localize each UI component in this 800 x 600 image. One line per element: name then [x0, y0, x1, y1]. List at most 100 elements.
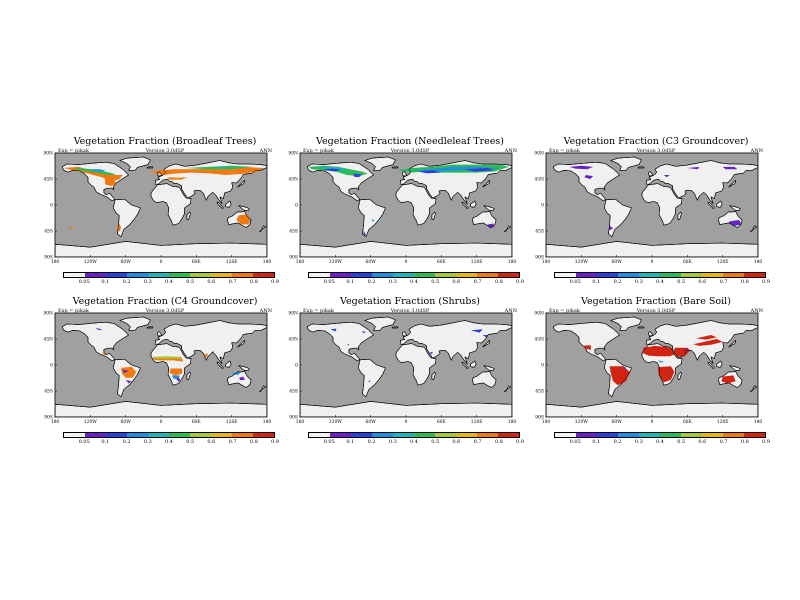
- colorbar-label: 0.7: [473, 439, 482, 445]
- colorbar-swatch: [555, 433, 576, 437]
- lat-tick-label: 90N: [288, 151, 298, 157]
- vegetation-patch: [361, 331, 366, 334]
- colorbar-swatch: [498, 433, 519, 437]
- vegetation-patch: [149, 166, 265, 175]
- lon-tick-label: 60W: [611, 259, 622, 265]
- lon-tick-label: 120W: [329, 259, 343, 265]
- coastline: [677, 371, 682, 380]
- colorbar-swatch: [372, 433, 393, 437]
- panel-title: Vegetation Fraction (C4 Groundcover): [72, 296, 258, 307]
- vegetation-patch: [721, 375, 736, 384]
- colorbar: 0.05 0.1 0.2 0.3 0.4 0.5 0.6 0.7 0.8 0.9: [308, 432, 524, 448]
- lon-tick-label: 60E: [683, 259, 692, 265]
- colorbar-label: 0.1: [101, 279, 110, 285]
- colorbar-label: 0.4: [656, 279, 664, 285]
- colorbar-label: 0.7: [228, 439, 237, 445]
- lon-tick-label: 120E: [226, 259, 238, 265]
- lon-tick-label: 120E: [717, 419, 729, 425]
- lat-tick-label: 90S: [289, 255, 298, 261]
- colorbar-label: 0.9: [516, 279, 524, 285]
- coastline: [150, 343, 192, 386]
- colorbar-swatch: [435, 433, 456, 437]
- vegetation-patch: [249, 219, 252, 225]
- lon-tick-label: 180: [754, 419, 763, 425]
- lon-tick-label: 180: [296, 259, 305, 265]
- exp-label: Exp = pikak: [549, 308, 580, 314]
- colorbar-swatch: [456, 433, 477, 437]
- vegetation-patch: [685, 347, 689, 350]
- coastline: [146, 326, 154, 329]
- coastline: [546, 241, 758, 257]
- lon-tick-label: 120E: [471, 259, 483, 265]
- vegetation-patch: [72, 168, 116, 175]
- lat-tick-label: 90N: [43, 311, 53, 317]
- coastline: [364, 156, 396, 171]
- lon-tick-label: 120W: [84, 419, 98, 425]
- lon-tick-label: 0: [651, 419, 654, 425]
- vegetation-patch: [674, 347, 691, 357]
- lon-tick-label: 180: [754, 259, 763, 265]
- coastline: [546, 401, 758, 417]
- coastline: [391, 326, 399, 329]
- vegetation-patch: [482, 335, 489, 338]
- coastline: [402, 171, 407, 177]
- vegetation-patch: [90, 169, 106, 172]
- lon-tick-label: 0: [405, 419, 408, 425]
- vegetation-patch: [347, 343, 350, 346]
- vegetation-patch: [353, 173, 362, 178]
- panel-broadleaf-trees: Vegetation Fraction (Broadleaf Trees) Exp…: [43, 136, 279, 296]
- vegetation-patch: [584, 345, 591, 350]
- colorbar-swatch: [169, 273, 190, 277]
- colorbar-swatch: [702, 273, 723, 277]
- colorbar-swatch: [148, 433, 169, 437]
- vegetation-patch: [125, 380, 132, 384]
- panel-shrubs: Vegetation Fraction (Shrubs) Exp = pikak V…: [288, 296, 524, 456]
- vegetation-patch: [169, 368, 183, 376]
- colorbar-label: 0.7: [228, 279, 237, 285]
- coastline: [238, 365, 250, 372]
- coastline: [154, 160, 267, 205]
- coastline: [504, 385, 512, 392]
- lat-tick-label: 90S: [535, 255, 544, 261]
- colorbar-swatch: [372, 273, 393, 277]
- vegetation-patch: [722, 166, 738, 170]
- coastline: [224, 360, 232, 368]
- colorbar-label: 0.3: [634, 279, 643, 285]
- colorbar-swatch: [660, 273, 681, 277]
- colorbar-label: 0.3: [143, 279, 152, 285]
- exp-label: Exp = pikak: [58, 148, 89, 154]
- vegetation-patch: [204, 353, 209, 359]
- coastline: [604, 358, 632, 398]
- coastline: [637, 326, 645, 329]
- colorbar-swatch: [309, 433, 330, 437]
- colorbar-label: 0.05: [78, 439, 90, 445]
- land-layer: [300, 316, 512, 417]
- land-layer: [55, 316, 267, 417]
- colorbar-swatch: [393, 433, 414, 437]
- colorbar-label: 0.05: [323, 279, 335, 285]
- coastline: [707, 361, 715, 369]
- colorbar-swatch: [477, 273, 498, 277]
- lon-tick-label: 120W: [329, 419, 343, 425]
- lon-tick-label: 60E: [683, 419, 692, 425]
- coastline: [61, 161, 129, 201]
- colorbar-label: 0.3: [388, 279, 397, 285]
- colorbar: 0.05 0.1 0.2 0.3 0.4 0.5 0.6 0.7 0.8 0.9: [554, 432, 770, 448]
- colorbar-label: 0.6: [698, 439, 707, 445]
- colorbar-swatch: [127, 273, 148, 277]
- colorbar-swatch: [597, 273, 618, 277]
- coastline: [113, 198, 141, 238]
- exp-label: Exp = pikak: [303, 148, 334, 154]
- colorbar-swatch: [127, 433, 148, 437]
- lat-tick-label: 0: [541, 363, 544, 369]
- lon-tick-label: 180: [51, 419, 60, 425]
- coastline: [395, 183, 437, 226]
- vegetation-patch: [105, 178, 117, 186]
- colorbar-label: 0.9: [516, 439, 524, 445]
- lat-tick-label: 45S: [44, 229, 53, 235]
- coastline: [729, 205, 741, 212]
- version-label: Version 3.0dSP: [636, 148, 676, 154]
- vegetation-patch: [236, 214, 251, 225]
- colorbar-swatch: [555, 273, 576, 277]
- lon-tick-label: 120E: [717, 259, 729, 265]
